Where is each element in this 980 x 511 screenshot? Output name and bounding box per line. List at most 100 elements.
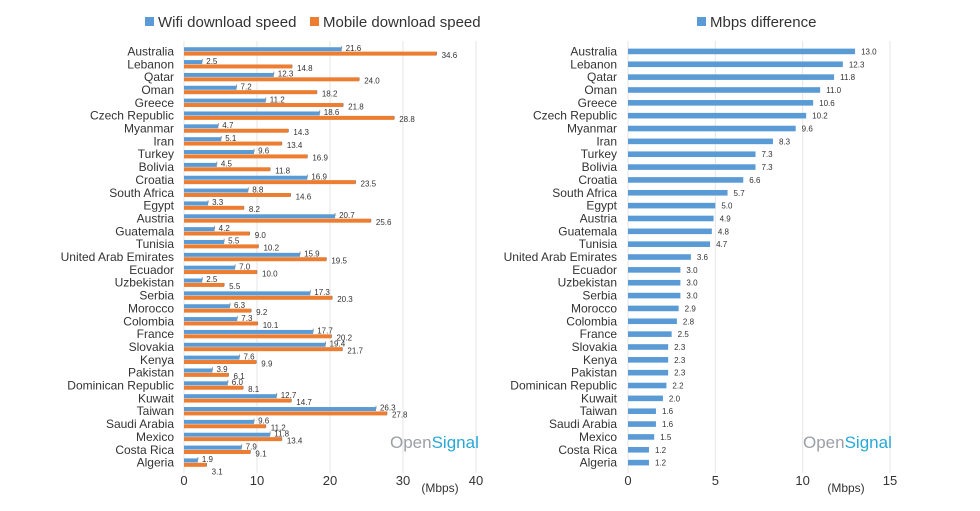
difference-bar bbox=[628, 305, 679, 312]
left-x-tick-label: 20 bbox=[323, 473, 337, 488]
legend-label-difference: Mbps difference bbox=[710, 14, 816, 31]
wifi-data-label: 4.5 bbox=[221, 160, 233, 169]
left-category-label: United Arab Emirates bbox=[61, 250, 174, 264]
wifi-bar bbox=[184, 265, 236, 270]
wifi-bar bbox=[184, 201, 209, 206]
left-category-label: Slovakia bbox=[129, 340, 175, 354]
difference-bar bbox=[628, 61, 843, 68]
mobile-data-label: 13.4 bbox=[287, 141, 303, 150]
wifi-data-label: 12.7 bbox=[281, 391, 297, 400]
mobile-bar bbox=[184, 424, 266, 429]
wifi-bar bbox=[184, 214, 336, 219]
wifi-data-label: 17.7 bbox=[317, 327, 333, 336]
mobile-data-label: 20.2 bbox=[336, 334, 352, 343]
left-category-label: Lebanon bbox=[127, 57, 174, 71]
wifi-data-label: 5.1 bbox=[225, 134, 237, 143]
right-category-label: Dominican Republic bbox=[510, 379, 617, 393]
difference-data-label: 10.6 bbox=[819, 99, 835, 108]
mobile-bar bbox=[184, 77, 360, 82]
wifi-data-label: 2.5 bbox=[206, 57, 218, 66]
right-x-tick-label: 0 bbox=[624, 473, 631, 488]
mobile-data-label: 25.6 bbox=[376, 218, 392, 227]
difference-bar bbox=[628, 331, 672, 337]
difference-data-label: 2.2 bbox=[672, 382, 684, 391]
wifi-bar bbox=[184, 162, 217, 167]
difference-data-label: 4.7 bbox=[716, 240, 728, 249]
wifi-data-label: 5.5 bbox=[228, 237, 240, 246]
mobile-bar bbox=[184, 449, 251, 454]
difference-bar bbox=[628, 254, 691, 260]
mobile-bar bbox=[184, 308, 252, 313]
wifi-data-label: 20.7 bbox=[339, 211, 355, 220]
difference-data-label: 1.2 bbox=[655, 446, 667, 455]
difference-bar bbox=[628, 344, 669, 350]
difference-bar bbox=[628, 87, 821, 93]
mobile-data-label: 13.4 bbox=[287, 436, 303, 445]
mobile-data-label: 10.1 bbox=[263, 321, 279, 330]
difference-bar bbox=[628, 446, 649, 453]
difference-data-label: 1.6 bbox=[662, 420, 674, 429]
mobile-data-label: 21.8 bbox=[348, 102, 364, 111]
mobile-data-label: 10.0 bbox=[262, 269, 278, 278]
mobile-bar bbox=[184, 462, 207, 467]
wifi-bar bbox=[184, 407, 376, 412]
difference-bar bbox=[628, 215, 714, 222]
difference-data-label: 1.2 bbox=[655, 459, 667, 468]
left-category-label: Kenya bbox=[140, 353, 174, 367]
right-category-label: Myanmar bbox=[567, 122, 617, 136]
wifi-bar bbox=[184, 60, 203, 65]
left-category-label: South Africa bbox=[109, 186, 174, 200]
left-category-label: Costa Rica bbox=[115, 443, 174, 457]
left-category-label: Kuwait bbox=[138, 391, 175, 405]
wifi-data-label: 7.6 bbox=[243, 352, 255, 361]
difference-data-label: 7.3 bbox=[762, 163, 774, 172]
difference-bar bbox=[628, 267, 681, 273]
mobile-data-label: 9.9 bbox=[261, 359, 273, 368]
difference-bar bbox=[628, 164, 756, 170]
difference-data-label: 1.6 bbox=[662, 407, 674, 416]
mobile-bar bbox=[184, 257, 327, 262]
difference-data-label: 3.0 bbox=[686, 266, 698, 275]
wifi-data-label: 6.0 bbox=[232, 378, 244, 387]
left-x-tick-label: 10 bbox=[250, 473, 264, 488]
mobile-bar bbox=[184, 372, 229, 377]
wifi-bar bbox=[184, 278, 203, 283]
difference-data-label: 2.3 bbox=[674, 356, 686, 365]
mobile-data-label: 14.7 bbox=[296, 398, 312, 407]
difference-data-label: 2.8 bbox=[683, 317, 695, 326]
difference-data-label: 10.2 bbox=[812, 112, 828, 121]
mobile-bar bbox=[184, 270, 257, 275]
wifi-bar bbox=[184, 458, 198, 463]
wifi-data-label: 3.9 bbox=[216, 365, 228, 374]
wifi-bar bbox=[184, 137, 222, 142]
mobile-data-label: 9.0 bbox=[255, 231, 267, 240]
difference-data-label: 2.0 bbox=[669, 394, 681, 403]
mobile-bar bbox=[184, 115, 395, 120]
wifi-bar bbox=[184, 98, 266, 103]
mobile-data-label: 11.2 bbox=[271, 424, 287, 433]
legend-label-wifi: Wifi download speed bbox=[158, 14, 296, 31]
wifi-bar bbox=[184, 188, 249, 193]
left-category-label: Qatar bbox=[144, 70, 174, 84]
legend-swatch-difference bbox=[697, 17, 706, 26]
right-category-label: Austria bbox=[580, 211, 618, 225]
difference-bar bbox=[628, 177, 744, 183]
left-legend: Wifi download speed Mobile download speed bbox=[145, 14, 481, 31]
right-category-label: Colombia bbox=[566, 314, 617, 328]
right-category-label: United Arab Emirates bbox=[504, 250, 617, 264]
wifi-bar bbox=[184, 111, 320, 116]
wifi-data-label: 12.3 bbox=[278, 70, 294, 79]
wifi-data-label: 17.3 bbox=[314, 288, 330, 297]
difference-data-label: 11.0 bbox=[826, 86, 842, 95]
right-category-label: Turkey bbox=[581, 147, 617, 161]
mobile-data-label: 27.8 bbox=[392, 411, 408, 420]
difference-bar bbox=[628, 395, 663, 402]
mobile-bar bbox=[184, 64, 293, 69]
wifi-bar bbox=[184, 227, 215, 232]
mobile-data-label: 14.6 bbox=[296, 192, 312, 201]
legend-swatch-mobile bbox=[310, 17, 319, 26]
mobile-data-label: 3.1 bbox=[212, 468, 224, 477]
difference-data-label: 1.5 bbox=[660, 433, 672, 442]
difference-data-label: 7.3 bbox=[762, 150, 774, 159]
right-category-label: Czech Republic bbox=[533, 109, 617, 123]
